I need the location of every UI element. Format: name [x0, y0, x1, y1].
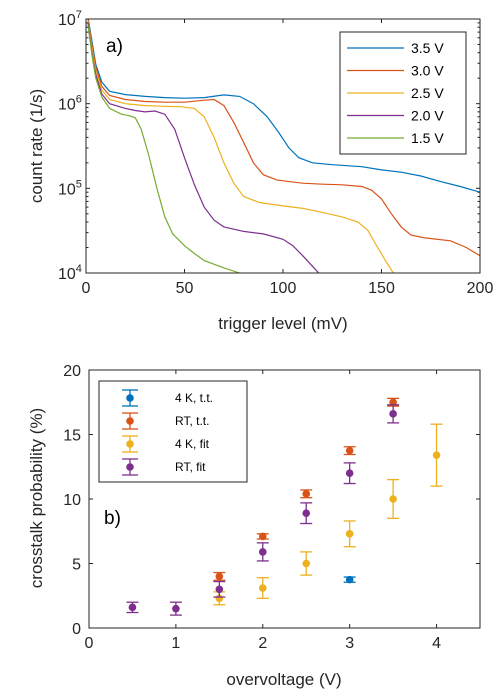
- data-point: [302, 509, 311, 517]
- x-tick-label: 1: [171, 635, 180, 652]
- chart-a-panel-label: a): [106, 36, 123, 57]
- y-tick-label: 106: [58, 94, 82, 114]
- x-tick-label: 150: [368, 280, 395, 297]
- y-tick-label: 0: [72, 621, 81, 638]
- legend-label-1-5-v: 1.5 V: [411, 130, 444, 146]
- chart-b-series-points: [126, 397, 443, 616]
- y-tick-label: 5: [72, 557, 81, 574]
- chart-b-legend-box: [98, 380, 248, 483]
- x-tick-label: 0: [82, 280, 91, 297]
- chart-a-series-lines: [87, 19, 480, 273]
- y-tick-label: 105: [58, 178, 82, 198]
- data-point: [258, 584, 267, 592]
- data-point: [302, 490, 311, 498]
- legend-label-3-5-v: 3.5 V: [411, 40, 444, 56]
- x-tick-label: 50: [176, 280, 194, 297]
- chart-b-panel-label: b): [104, 508, 121, 529]
- chart-a-y-axis-label: count rate (1/s): [27, 89, 46, 203]
- legend-label-rt-fit: RT, fit: [175, 460, 206, 474]
- series-line-3-5-v: [87, 19, 480, 193]
- legend-swatch-4-k-t-t: [126, 394, 134, 402]
- x-tick-label: 0: [85, 635, 94, 652]
- data-point: [128, 603, 137, 612]
- data-point: [345, 446, 354, 455]
- data-point: [389, 410, 397, 418]
- x-tick-label: 3: [345, 635, 354, 652]
- chart-b-x-axis: 0 1 2 3 4: [85, 370, 441, 652]
- chart-b-y-axis-label: crosstalk probability (%): [27, 408, 46, 588]
- legend-label-4-k-fit: 4 K, fit: [175, 437, 210, 451]
- data-point: [302, 559, 311, 568]
- chart-a-y-axis: 104 105 106 107: [58, 9, 480, 283]
- data-point: [389, 398, 397, 407]
- legend-swatch-rt-fit: [126, 463, 134, 471]
- series-line-3-0-v: [87, 19, 480, 257]
- data-point: [432, 451, 441, 459]
- chart-b-x-axis-label: overvoltage (V): [226, 670, 341, 689]
- series-line-1-5-v: [87, 24, 242, 273]
- legend-label-rt-t-t: RT, t.t.: [175, 414, 209, 428]
- data-point: [345, 469, 354, 478]
- data-point: [345, 530, 354, 538]
- x-tick-label: 200: [467, 280, 494, 297]
- series-rt-fit: [126, 404, 400, 616]
- y-tick-label: 15: [63, 428, 81, 445]
- series-4-k-fit: [213, 423, 443, 606]
- legend-swatch-4-k-fit: [126, 440, 134, 448]
- chart-a: 0 50 100 150 200 104 105 106 107 a) trigger lev…: [27, 9, 493, 333]
- legend-label-3-0-v: 3.0 V: [411, 63, 444, 79]
- series-4-k-t-t: [343, 575, 356, 584]
- y-tick-label: 10: [63, 492, 81, 509]
- x-tick-label: 4: [432, 635, 441, 652]
- data-point: [389, 495, 397, 503]
- legend-swatch-rt-t-t: [126, 417, 134, 425]
- y-tick-label: 107: [58, 9, 82, 29]
- data-point: [172, 604, 180, 613]
- chart-a-x-axis-label: trigger level (mV): [218, 314, 347, 333]
- legend-label-2-0-v: 2.0 V: [411, 108, 444, 124]
- x-tick-label: 2: [258, 635, 267, 652]
- legend-label-4-k-t-t: 4 K, t.t.: [175, 391, 213, 405]
- data-point: [345, 575, 354, 584]
- chart-a-legend: 3.5 V 3.0 V 2.5 V 2.0 V 1.5 V: [339, 31, 467, 155]
- chart-b-legend: 4 K, t.t. RT, t.t. 4 K, fit RT, fit: [98, 380, 248, 483]
- legend-label-2-5-v: 2.5 V: [411, 85, 444, 101]
- data-point: [258, 532, 267, 541]
- series-line-2-0-v: [87, 22, 320, 273]
- data-point: [215, 572, 224, 581]
- y-tick-label: 104: [58, 263, 82, 283]
- chart-b: 0 1 2 3 4 0 5 10 15 20 b) overvoltage (V) crosst…: [27, 363, 481, 689]
- chart-a-x-axis: 0 50 100 150 200: [82, 19, 494, 297]
- data-point: [258, 548, 267, 556]
- chart-b-y-axis: 0 5 10 15 20: [63, 363, 480, 638]
- series-line-2-5-v: [87, 20, 395, 273]
- y-tick-label: 20: [63, 363, 81, 380]
- data-point: [215, 585, 224, 594]
- x-tick-label: 100: [270, 280, 297, 297]
